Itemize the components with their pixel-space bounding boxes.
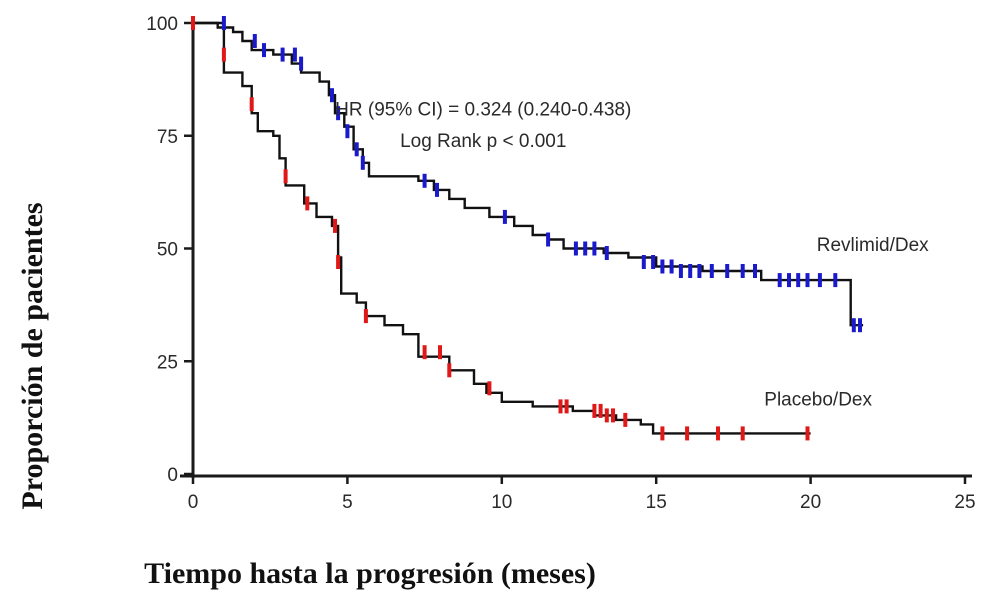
series-label-revlimid-dex: Revlimid/Dex — [817, 235, 929, 256]
x-tick-label-5: 5 — [342, 492, 353, 513]
censor-mark-placebo-dex-11 — [487, 381, 492, 396]
censor-mark-revlimid-dex-18 — [604, 246, 609, 260]
censor-mark-placebo-dex-15 — [598, 403, 603, 418]
censor-mark-revlimid-dex-35 — [833, 273, 838, 288]
censor-mark-placebo-dex-16 — [604, 408, 609, 423]
censor-mark-revlimid-dex-4 — [292, 47, 297, 62]
censor-mark-placebo-dex-23 — [805, 426, 810, 441]
censor-mark-revlimid-dex-37 — [858, 318, 862, 333]
censor-mark-placebo-dex-18 — [623, 412, 628, 427]
censor-mark-revlimid-dex-21 — [660, 259, 665, 274]
x-tick-label-10: 10 — [491, 492, 512, 513]
censor-mark-placebo-dex-7 — [363, 309, 368, 324]
censor-mark-revlimid-dex-33 — [805, 273, 810, 288]
censor-mark-revlimid-dex-15 — [573, 241, 578, 256]
censor-marks — [191, 16, 862, 441]
censor-mark-placebo-dex-22 — [740, 426, 745, 441]
series-line-revlimid-dex — [193, 21, 864, 327]
censor-mark-revlimid-dex-1 — [252, 34, 257, 48]
censor-mark-placebo-dex-6 — [336, 255, 341, 269]
censor-mark-revlimid-dex-8 — [345, 124, 350, 139]
censor-mark-revlimid-dex-17 — [592, 241, 597, 256]
censor-mark-revlimid-dex-26 — [709, 264, 714, 278]
censor-mark-revlimid-dex-20 — [651, 255, 656, 269]
censor-mark-revlimid-dex-27 — [725, 264, 730, 278]
censor-mark-revlimid-dex-22 — [669, 259, 674, 274]
censor-mark-revlimid-dex-24 — [688, 264, 693, 278]
y-tick-label-50: 50 — [157, 240, 178, 261]
y-tick-label-0: 0 — [167, 465, 178, 486]
censor-mark-revlimid-dex-19 — [641, 255, 646, 269]
censor-mark-placebo-dex-0 — [191, 16, 195, 30]
censor-mark-revlimid-dex-14 — [546, 232, 551, 247]
x-axis-title: Tiempo hasta la progresión (meses) — [144, 557, 596, 590]
y-tick-label-100: 100 — [146, 14, 178, 35]
series-lines — [193, 21, 864, 435]
x-tick-label-20: 20 — [800, 492, 821, 513]
censor-mark-revlimid-dex-34 — [817, 273, 822, 288]
annotation-0: HR (95% CI) = 0.324 (0.240-0.438) — [335, 99, 631, 120]
y-tick-label-75: 75 — [157, 127, 178, 148]
censor-mark-revlimid-dex-29 — [753, 264, 757, 278]
censor-mark-placebo-dex-9 — [438, 345, 442, 360]
x-tick-label-0: 0 — [188, 492, 199, 513]
censor-mark-placebo-dex-12 — [558, 399, 563, 414]
censor-mark-placebo-dex-13 — [564, 399, 569, 414]
censor-mark-revlimid-dex-2 — [262, 43, 266, 58]
censor-mark-revlimid-dex-9 — [354, 142, 359, 157]
censor-mark-revlimid-dex-6 — [330, 88, 334, 103]
censor-mark-revlimid-dex-16 — [583, 241, 588, 256]
series-label-placebo-dex: Placebo/Dex — [764, 389, 872, 410]
censor-mark-revlimid-dex-7 — [336, 106, 341, 121]
censor-mark-revlimid-dex-30 — [777, 273, 782, 288]
censor-mark-revlimid-dex-31 — [787, 273, 791, 288]
annotation-1: Log Rank p < 0.001 — [400, 131, 566, 152]
censor-mark-revlimid-dex-0 — [221, 16, 226, 30]
censor-mark-placebo-dex-19 — [660, 426, 665, 441]
censor-mark-revlimid-dex-36 — [851, 318, 856, 333]
censor-mark-placebo-dex-5 — [333, 218, 337, 233]
x-tick-label-15: 15 — [646, 492, 667, 513]
x-tick-label-25: 25 — [954, 492, 975, 513]
censor-mark-placebo-dex-17 — [611, 408, 615, 423]
censor-mark-placebo-dex-14 — [592, 403, 597, 418]
y-axis-title: Proporción de pacientes — [16, 202, 49, 509]
censor-mark-placebo-dex-3 — [283, 169, 288, 184]
censor-mark-placebo-dex-1 — [221, 47, 226, 62]
censor-mark-placebo-dex-10 — [447, 363, 452, 378]
censor-mark-placebo-dex-2 — [249, 97, 254, 112]
censor-mark-revlimid-dex-5 — [299, 56, 304, 71]
censor-mark-placebo-dex-4 — [305, 196, 310, 211]
censor-mark-placebo-dex-20 — [685, 426, 690, 441]
y-tick-label-25: 25 — [157, 352, 178, 373]
censor-mark-revlimid-dex-28 — [740, 264, 745, 278]
censor-mark-revlimid-dex-11 — [422, 173, 427, 188]
censor-mark-revlimid-dex-23 — [678, 264, 683, 278]
censor-mark-revlimid-dex-10 — [360, 155, 365, 170]
censor-mark-revlimid-dex-32 — [796, 273, 801, 288]
series-line-placebo-dex — [193, 21, 811, 435]
censor-mark-revlimid-dex-25 — [697, 264, 702, 278]
censor-mark-placebo-dex-21 — [716, 426, 720, 441]
censor-mark-revlimid-dex-13 — [502, 209, 507, 224]
censor-mark-revlimid-dex-12 — [435, 182, 439, 197]
annotations: HR (95% CI) = 0.324 (0.240-0.438) Log Ran… — [335, 99, 631, 152]
censor-mark-revlimid-dex-3 — [280, 47, 285, 62]
censor-mark-placebo-dex-8 — [422, 345, 427, 360]
series-labels: Revlimid/Dex Placebo/Dex — [764, 235, 929, 411]
tick-labels: 0 5 10 15 20 25 0 25 50 75 100 — [146, 14, 975, 513]
